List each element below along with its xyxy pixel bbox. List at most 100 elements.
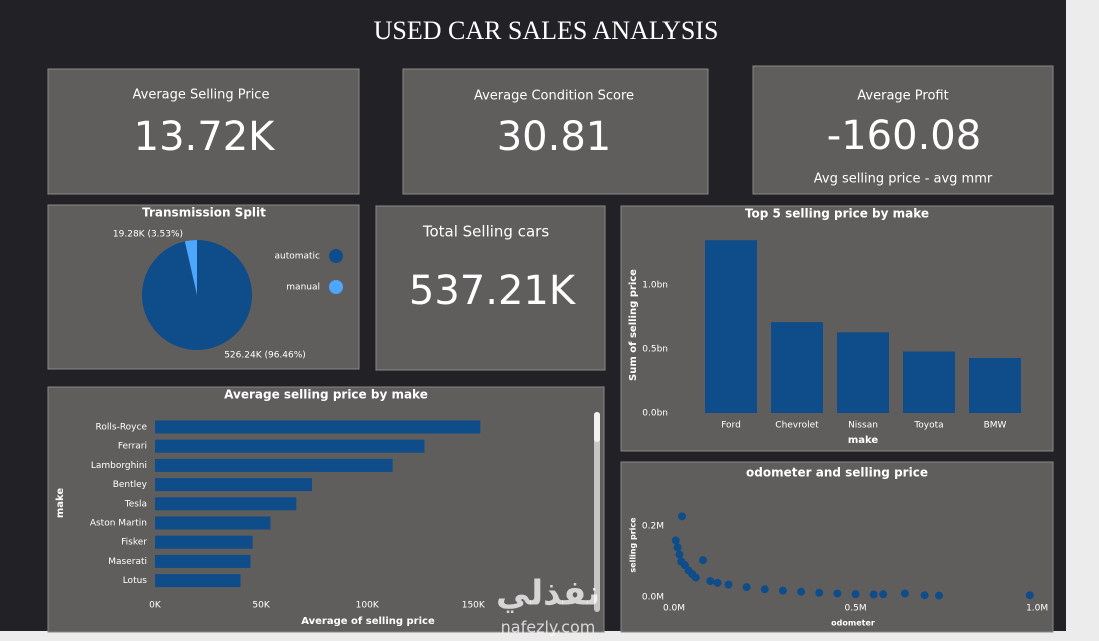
y-tick-label: Ferrari: [118, 442, 147, 452]
kpi-label: Average Condition Score: [474, 89, 634, 104]
scatter-point: [920, 591, 929, 600]
scatter-point: [724, 580, 733, 589]
bar: [155, 497, 297, 511]
kpi-value: 13.72K: [134, 114, 277, 160]
y-tick-label: Rolls-Royce: [96, 423, 148, 433]
legend-label: automatic: [274, 252, 320, 262]
data-label: 526.24K (96.46%): [224, 351, 306, 361]
y-tick-label: Lotus: [123, 576, 148, 586]
chart-card: [620, 205, 1054, 452]
x-axis-title: odometer: [831, 619, 875, 628]
x-tick-label: Ford: [721, 421, 741, 431]
y-tick-label: Lamborghini: [91, 461, 147, 471]
scatter-point: [691, 573, 700, 582]
bar: [771, 322, 823, 413]
scatter-point: [869, 590, 878, 599]
scatter-point: [851, 590, 860, 599]
kpi-card: [752, 65, 1054, 195]
kpi-value: 537.21K: [409, 268, 577, 314]
bar: [155, 458, 393, 472]
bar: [705, 240, 757, 413]
scatter-point: [699, 556, 708, 565]
y-tick-label: 0.0bn: [642, 409, 668, 419]
bar: [155, 439, 425, 453]
bar: [155, 535, 253, 549]
scatter-point: [675, 550, 684, 559]
bar: [155, 516, 271, 530]
x-tick-label: 0.5M: [845, 604, 867, 614]
x-tick-label: 1.0M: [1026, 604, 1048, 614]
x-tick-label: 50K: [252, 601, 270, 611]
y-tick-label: 0.5bn: [642, 345, 668, 355]
scatter-point: [713, 578, 722, 587]
scatter-point: [815, 588, 824, 597]
x-tick-label: Toyota: [913, 421, 943, 431]
chart-title: Transmission Split: [142, 206, 266, 220]
bar: [155, 478, 313, 492]
scatter-point: [677, 512, 686, 521]
data-label: 19.28K (3.53%): [113, 230, 183, 240]
scatter-point: [879, 590, 888, 599]
y-axis-title: selling price: [629, 517, 638, 573]
chart-card: [620, 461, 1054, 633]
scatter-point: [833, 589, 842, 598]
kpi-label: Average Selling Price: [133, 88, 270, 103]
watermark-site: nafezly.com: [501, 618, 596, 637]
chart-title: odometer and selling price: [746, 466, 928, 480]
scrollbar-thumb[interactable]: [594, 412, 600, 442]
y-tick-label: 1.0bn: [642, 281, 668, 291]
scatter-point: [673, 543, 682, 552]
scatter-point: [671, 536, 680, 545]
y-axis-title: make: [55, 488, 66, 519]
y-tick-label: Maserati: [108, 557, 147, 567]
scatter-point: [706, 577, 715, 586]
legend-marker: [329, 249, 343, 263]
y-tick-label: Bentley: [113, 480, 148, 490]
bar: [837, 332, 889, 413]
legend-label: manual: [286, 283, 320, 293]
bar: [155, 420, 481, 434]
y-tick-label: Tesla: [124, 499, 147, 509]
scatter-point: [797, 587, 806, 596]
scatter-point: [900, 589, 909, 598]
scatter-point: [760, 585, 769, 594]
kpi-card: [402, 68, 709, 195]
kpi-value: 30.81: [497, 114, 612, 160]
y-tick-label: Aston Martin: [90, 519, 147, 529]
y-tick-label: Fisker: [121, 538, 147, 548]
x-axis-title: make: [848, 435, 879, 446]
scatter-point: [742, 583, 751, 592]
scatter-point: [778, 586, 787, 595]
chart-title: Top 5 selling price by make: [745, 207, 929, 221]
legend-marker: [329, 280, 343, 294]
x-tick-label: BMW: [984, 421, 1007, 431]
x-axis-title: Average of selling price: [301, 616, 435, 627]
bar: [155, 574, 241, 588]
scatter-point: [935, 591, 944, 600]
bar: [969, 357, 1021, 413]
pie-slice: [141, 240, 252, 350]
x-tick-label: 100K: [356, 601, 380, 611]
scrollbar[interactable]: [594, 412, 600, 612]
kpi-label: Average Profit: [857, 89, 948, 104]
x-tick-label: Nissan: [848, 421, 878, 431]
bar: [903, 351, 955, 413]
kpi-value: -160.08: [827, 113, 981, 159]
chart-title: Average selling price by make: [224, 388, 428, 402]
bar: [155, 554, 251, 568]
watermark-brand: نفذلي: [496, 574, 600, 614]
dashboard-title: USED CAR SALES ANALYSIS: [374, 16, 719, 45]
x-tick-label: 150K: [462, 601, 486, 611]
kpi-label: Total Selling cars: [422, 223, 549, 241]
kpi-card: [375, 205, 606, 371]
x-tick-label: 0.0M: [663, 604, 685, 614]
x-tick-label: 0K: [149, 601, 162, 611]
scatter-point: [1025, 591, 1034, 600]
kpi-note: Avg selling price - avg mmr: [814, 172, 993, 187]
kpi-card: [47, 68, 360, 195]
y-axis-title: Sum of selling price: [628, 269, 639, 381]
y-tick-label: 0.2M: [642, 522, 664, 532]
x-tick-label: Chevrolet: [775, 421, 819, 431]
y-tick-label: 0.0M: [642, 593, 664, 603]
